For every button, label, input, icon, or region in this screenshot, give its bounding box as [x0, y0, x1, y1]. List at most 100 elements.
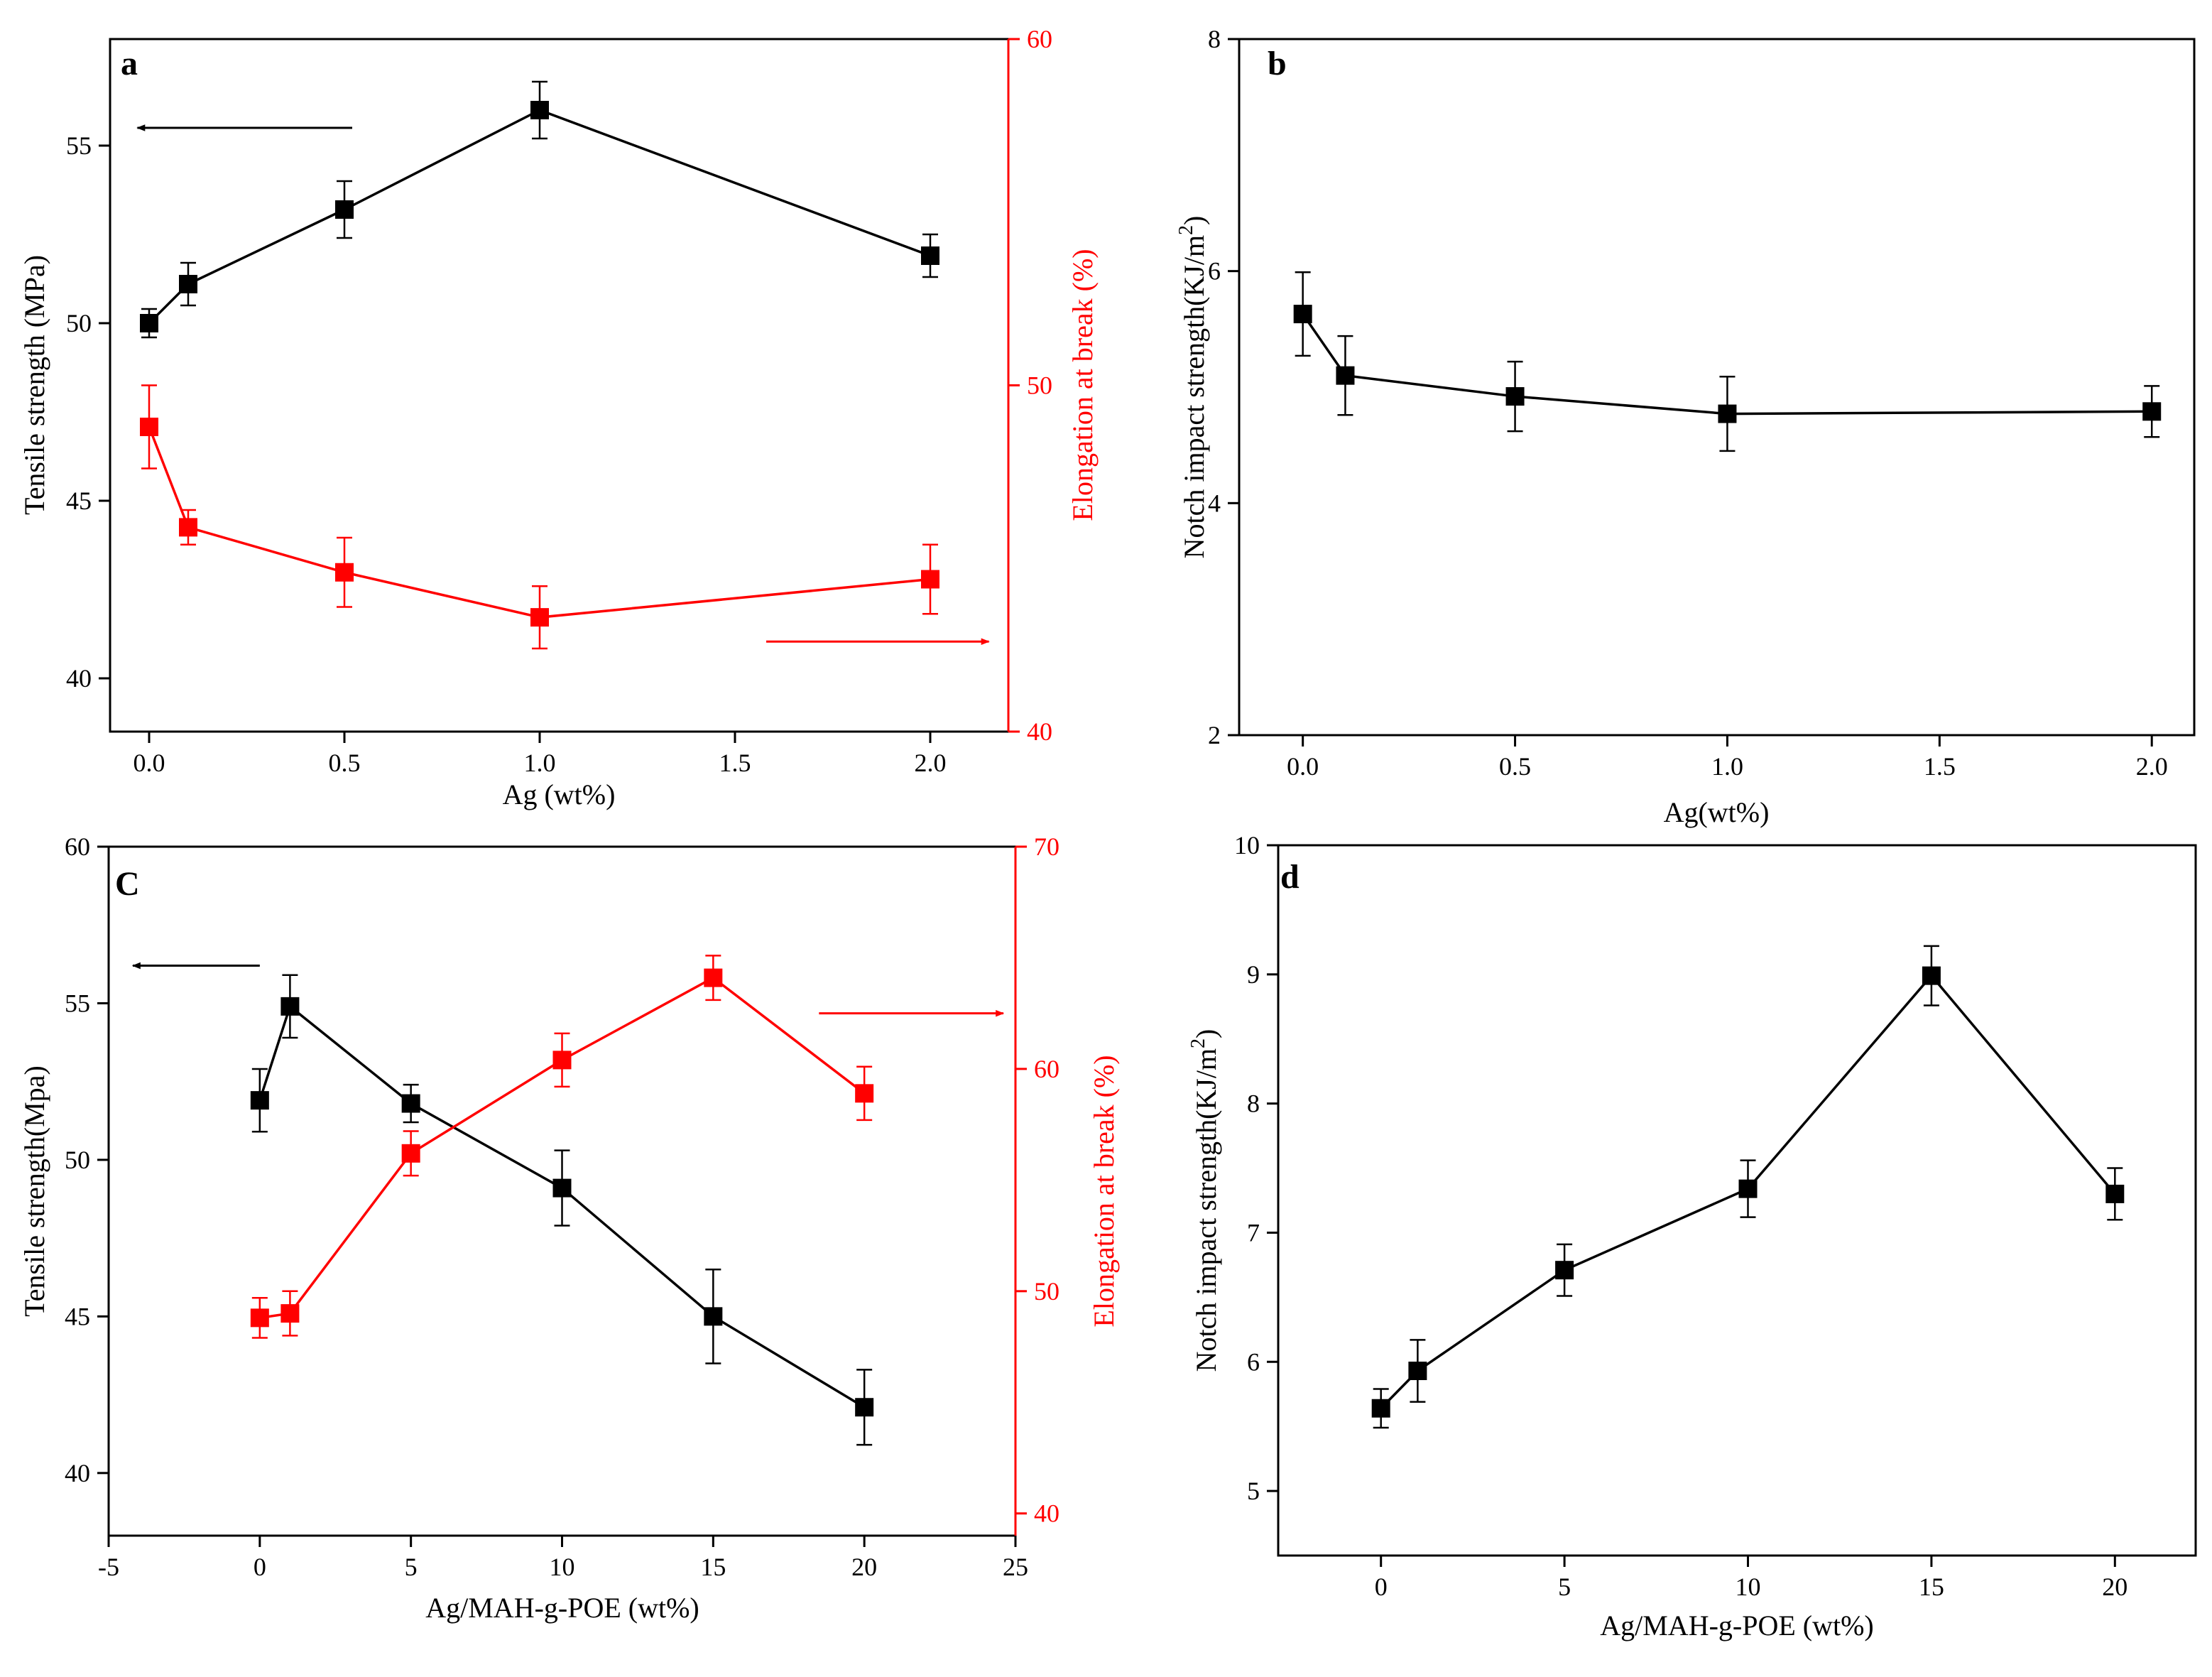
- panel-c-arrows: [131, 962, 1005, 1017]
- panel-c-x-tick-label: 5: [405, 1553, 418, 1581]
- panel-d-series-0-point: [1922, 966, 1941, 985]
- panel-c-letter: C: [115, 865, 140, 903]
- panel-b-y-axis-title: Notch impact strength(KJ/m2): [1175, 216, 1210, 559]
- panel-c-y2-tick-label: 50: [1034, 1277, 1059, 1306]
- panel-a-series-0-point: [921, 246, 939, 265]
- panel-b-y-tick-label: 4: [1208, 489, 1221, 517]
- panel-a-series: [140, 80, 939, 650]
- panel-b: b Ag(wt%) Notch impact strength(KJ/m2) 0…: [1175, 25, 2196, 828]
- panel-c-x-tick-label: 15: [700, 1553, 726, 1581]
- panel-b-series-0-point: [1718, 404, 1737, 423]
- panel-a-y-tick-label: 55: [66, 131, 92, 160]
- panel-b-series-0-point: [2142, 402, 2162, 421]
- panel-c-y-tick-label: 40: [65, 1459, 90, 1487]
- panel-a-series-0-point: [179, 275, 197, 293]
- panel-c-series-1-point: [250, 1308, 269, 1328]
- panel-a-series-1-point: [335, 563, 354, 582]
- panel-a-y2-tick-label: 60: [1027, 25, 1052, 53]
- panel-a-x-tick-label: 2.0: [915, 749, 947, 777]
- panel-d-x-axis-title: Ag/MAH-g-POE (wt%): [1600, 1610, 1874, 1641]
- panel-c-y2-tick-label: 40: [1034, 1499, 1059, 1528]
- panel-c-series-0-point: [552, 1178, 572, 1198]
- panel-c-series-0-point: [250, 1091, 269, 1110]
- panel-b-series: [1293, 271, 2162, 452]
- panel-c-series-1-line: [259, 976, 866, 1320]
- panel-c-series-1-point: [280, 1304, 300, 1323]
- panel-d-x-tick-label: 5: [1558, 1573, 1571, 1601]
- panel-a-y2-tick-label: 40: [1027, 717, 1052, 746]
- panel-d-series-0-point: [1371, 1399, 1390, 1418]
- panel-d-y-axis-title-end: ): [1190, 1029, 1222, 1038]
- panel-a-y-tick-label: 50: [66, 309, 92, 337]
- panel-c-series-1-point: [552, 1051, 572, 1070]
- panel-d-y-tick-label: 9: [1247, 960, 1260, 989]
- panel-d-series: [1371, 945, 2125, 1429]
- panel-b-series-0-point: [1505, 387, 1525, 406]
- panel-a-y2-axis-title: Elongation at break (%): [1067, 249, 1099, 521]
- panel-d-x-tick-label: 15: [1919, 1573, 1944, 1601]
- panel-c-y-tick-label: 55: [65, 989, 90, 1017]
- panel-a-y-axis-title: Tensile strength (MPa): [18, 255, 50, 515]
- panel-c-x-tick-label: 20: [851, 1553, 877, 1581]
- panel-a-x-tick-label: 0.5: [329, 749, 361, 777]
- panel-b-y-ticks: 2 4 6 8: [1208, 25, 1239, 749]
- panel-a: a Ag (wt%) Tensile strength (MPa) Elonga…: [18, 25, 1099, 810]
- panel-b-frame: [1238, 38, 2196, 737]
- panel-a-series-0-point: [335, 200, 354, 219]
- panel-d: d Ag/MAH-g-POE (wt%) Notch impact streng…: [1187, 831, 2197, 1641]
- panel-d-y-axis-title-sup: 2: [1187, 1038, 1209, 1048]
- panel-c-x-tick-label: 10: [550, 1553, 575, 1581]
- panel-c-series-0-point: [280, 997, 300, 1016]
- panel-a-y2-ticks: 40 50 60: [1007, 25, 1052, 746]
- panel-b-x-tick-label: 1.5: [1924, 752, 1956, 781]
- panel-a-series-0-point: [530, 101, 549, 119]
- panel-a-series-1-point: [530, 608, 549, 627]
- panel-b-x-tick-label: 0.5: [1499, 752, 1531, 781]
- panel-b-series-0-point: [1336, 366, 1355, 385]
- panel-d-series-0-point: [1408, 1362, 1427, 1380]
- panel-b-y-axis-title-sup: 2: [1175, 225, 1197, 235]
- panel-a-series-1-point: [179, 518, 197, 537]
- panel-c-x-tick-label: 0: [254, 1553, 266, 1581]
- panel-a-x-tick-label: 1.0: [524, 749, 556, 777]
- panel-c: C Ag/MAH-g-POE (wt%) Tensile strength(Mp…: [18, 832, 1120, 1624]
- panel-a-series-0-point: [140, 314, 158, 332]
- panel-d-y-tick-label: 5: [1247, 1477, 1260, 1505]
- panel-d-series-0-point: [1555, 1261, 1574, 1280]
- panel-c-series-0-line: [258, 1004, 866, 1409]
- panel-c-y-ticks: 40 45 50 55 60: [65, 832, 109, 1487]
- panel-c-y2-tick-label: 70: [1034, 832, 1059, 861]
- panel-c-series-0-point: [704, 1307, 723, 1326]
- panel-d-y-tick-label: 7: [1247, 1218, 1260, 1247]
- panel-d-y-axis-title-main: Notch impact strength(KJ/m: [1190, 1048, 1222, 1372]
- panel-c-series-1-point: [855, 1084, 874, 1103]
- panel-c-y2-tick-label: 60: [1034, 1055, 1059, 1083]
- panel-b-y-tick-label: 8: [1208, 25, 1221, 53]
- panel-a-letter: a: [121, 45, 138, 82]
- panel-c-series: [250, 955, 874, 1446]
- panel-a-y-ticks: 40 45 50 55: [66, 131, 110, 693]
- panel-c-x-axis-title: Ag/MAH-g-POE (wt%): [425, 1592, 699, 1624]
- panel-d-x-ticks: 0 5 10 15 20: [1375, 1556, 2127, 1601]
- panel-d-frame: [1277, 844, 2197, 1557]
- panel-b-series-0-point: [1293, 305, 1312, 324]
- panel-d-y-tick-label: 6: [1247, 1347, 1260, 1376]
- panel-d-x-tick-label: 0: [1375, 1573, 1388, 1601]
- panel-a-series-1-point: [921, 570, 939, 589]
- panel-a-arrows: [136, 124, 990, 646]
- panel-c-x-tick-label: 25: [1003, 1553, 1028, 1581]
- panel-d-y-tick-label: 8: [1247, 1090, 1260, 1118]
- panel-d-x-tick-label: 10: [1736, 1573, 1761, 1601]
- panel-b-x-tick-label: 2.0: [2136, 752, 2168, 781]
- panel-a-frame: [109, 38, 1010, 733]
- panel-c-series-0-point: [401, 1094, 420, 1113]
- panel-d-y-tick-label: 10: [1234, 831, 1260, 859]
- panel-d-series-0-point: [1738, 1179, 1758, 1198]
- panel-c-y-axis-title: Tensile strength(Mpa): [18, 1065, 50, 1317]
- panel-a-y-tick-label: 45: [66, 487, 92, 515]
- panel-a-x-tick-label: 1.5: [719, 749, 751, 777]
- panel-a-series-0-line: [148, 109, 931, 325]
- panel-c-x-tick-label: -5: [98, 1553, 119, 1581]
- panel-b-x-tick-label: 0.0: [1287, 752, 1319, 781]
